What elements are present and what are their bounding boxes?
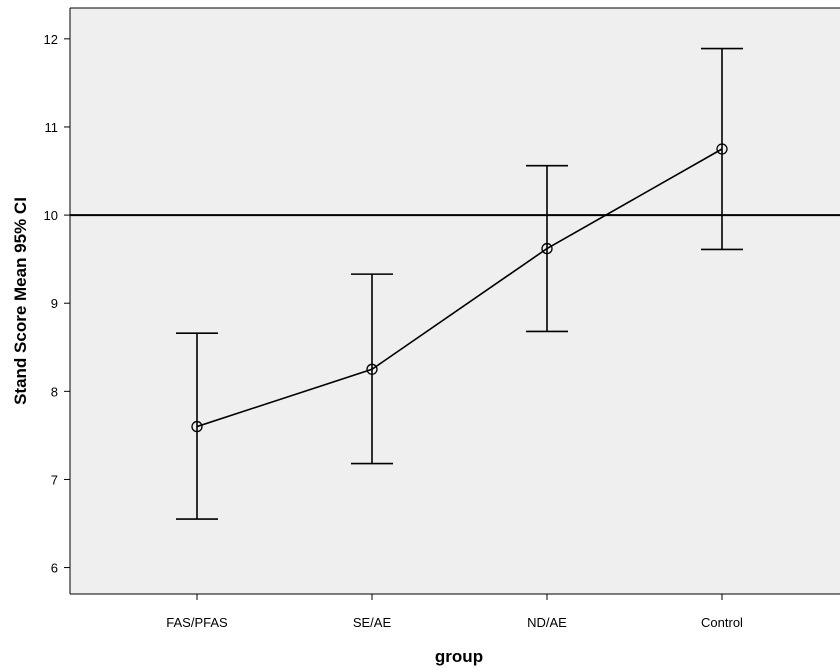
mean-marker [366, 363, 378, 375]
x-tick-label: SE/AE [353, 615, 392, 630]
y-tick-label: 8 [51, 384, 58, 399]
y-tick-label: 9 [51, 296, 58, 311]
y-axis-ticks: 6 7 8 9 10 11 12 [44, 32, 70, 576]
y-tick-label: 10 [44, 208, 58, 223]
y-axis-title: Stand Score Mean 95% CI [11, 197, 30, 405]
x-tick-label: ND/AE [527, 615, 567, 630]
x-axis-ticks: FAS/PFAS SE/AE ND/AE Control [166, 594, 743, 630]
y-tick-label: 7 [51, 472, 58, 487]
x-tick-label: FAS/PFAS [166, 615, 228, 630]
y-tick-label: 6 [51, 561, 58, 576]
mean-marker [191, 420, 203, 433]
mean-markers [191, 143, 728, 433]
x-tick-label: Control [701, 615, 743, 630]
plot-area [70, 8, 840, 594]
x-axis-title: group [435, 647, 483, 666]
mean-marker [716, 143, 728, 155]
mean-marker [541, 242, 553, 255]
mean-line [196, 148, 723, 428]
y-tick-label: 11 [45, 120, 59, 135]
y-tick-label: 12 [44, 32, 58, 47]
